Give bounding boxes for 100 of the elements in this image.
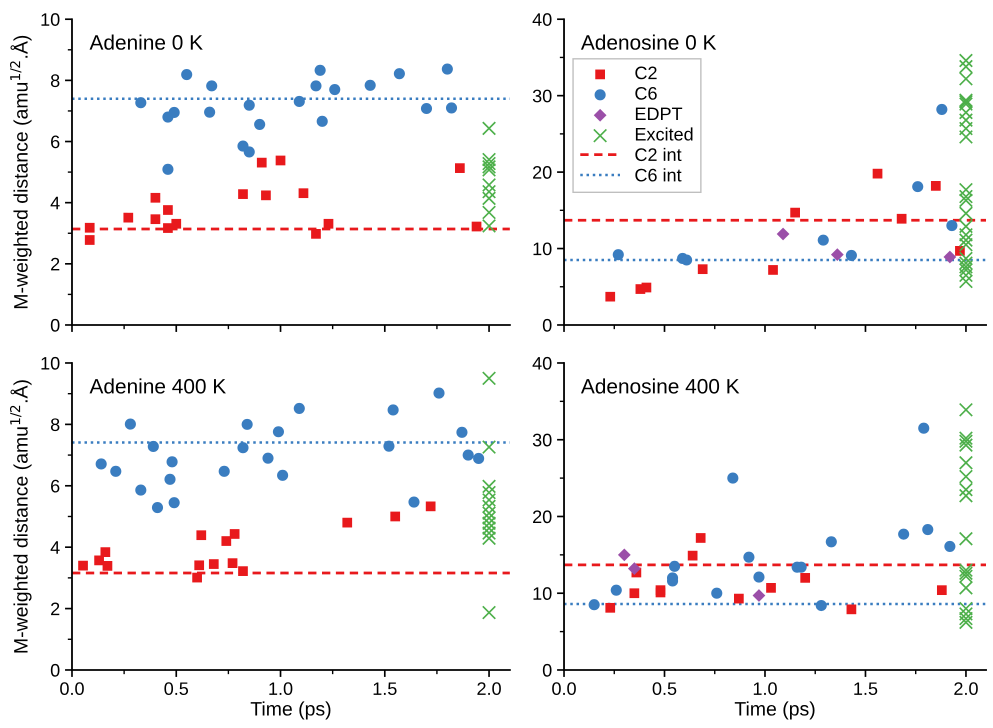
y-tick-label: 2 xyxy=(51,602,60,616)
point xyxy=(206,80,218,92)
y-tick-label: 10 xyxy=(534,242,552,256)
point xyxy=(605,292,616,302)
y-axis-title: M-weighted distance (amu$^{1/2}$.Å) xyxy=(10,380,32,652)
x-tick-label: 1.5 xyxy=(854,682,878,696)
point xyxy=(958,260,974,274)
point xyxy=(688,550,698,560)
point xyxy=(135,484,146,496)
point xyxy=(958,569,974,584)
point xyxy=(830,248,844,262)
point xyxy=(698,264,708,274)
point xyxy=(78,560,88,570)
point xyxy=(958,434,974,448)
point xyxy=(612,249,624,260)
point xyxy=(936,104,948,115)
y-tick-label: 6 xyxy=(51,480,60,492)
text: Adenosine 400 K xyxy=(580,378,740,394)
point xyxy=(342,518,352,528)
point xyxy=(930,180,941,191)
point xyxy=(96,458,107,470)
y-tick-label: 4 xyxy=(50,541,60,554)
point xyxy=(642,282,652,292)
point xyxy=(826,536,837,548)
point xyxy=(588,599,600,610)
point xyxy=(958,488,974,503)
x-axis-title: Time (ps) xyxy=(250,701,330,720)
point xyxy=(277,470,288,481)
y-tick-label: 2 xyxy=(51,258,60,270)
point xyxy=(311,229,321,239)
point xyxy=(420,102,432,114)
point xyxy=(294,96,305,108)
point xyxy=(958,601,974,616)
point xyxy=(314,64,326,76)
point xyxy=(936,585,947,596)
point xyxy=(168,106,180,118)
y-tick-label: 0 xyxy=(542,318,552,332)
point xyxy=(846,250,857,261)
point xyxy=(958,206,974,220)
point xyxy=(958,130,974,144)
point xyxy=(228,558,238,568)
point xyxy=(958,189,974,204)
point xyxy=(958,219,974,234)
point xyxy=(958,193,974,208)
point xyxy=(958,262,974,278)
point xyxy=(818,234,829,246)
y-tick-label: 20 xyxy=(533,510,552,524)
point xyxy=(254,118,266,130)
y-tick-label: 0 xyxy=(50,664,60,677)
point xyxy=(181,69,192,80)
point xyxy=(958,268,974,282)
point xyxy=(605,602,616,613)
point xyxy=(896,214,907,224)
point xyxy=(734,594,744,604)
point xyxy=(242,418,253,430)
point xyxy=(958,606,974,622)
point xyxy=(727,472,738,484)
point xyxy=(846,604,856,614)
point xyxy=(171,218,182,229)
point xyxy=(238,189,248,199)
point xyxy=(482,506,496,520)
point xyxy=(958,228,974,242)
point xyxy=(244,146,255,158)
point xyxy=(628,562,641,576)
point xyxy=(958,469,974,484)
point xyxy=(408,496,420,508)
point xyxy=(958,60,974,74)
point xyxy=(454,163,465,173)
point xyxy=(944,540,956,552)
x-tick-label: 2.0 xyxy=(477,682,501,696)
point xyxy=(656,585,666,596)
x-axis-title: Time (ps) xyxy=(734,701,815,720)
point xyxy=(482,178,496,192)
y-tick-label: 10 xyxy=(41,356,60,370)
point xyxy=(482,531,496,546)
text: Adenine 0 K xyxy=(90,34,203,50)
y-tick-label: 10 xyxy=(41,13,60,26)
point xyxy=(482,516,496,530)
point xyxy=(150,192,160,203)
point xyxy=(163,205,173,215)
point xyxy=(272,426,284,438)
y-tick-label: 8 xyxy=(50,418,60,432)
point xyxy=(364,80,376,91)
point xyxy=(958,566,974,580)
point xyxy=(152,502,164,514)
point xyxy=(816,600,827,612)
point xyxy=(276,156,286,166)
point xyxy=(426,501,436,512)
point xyxy=(482,371,496,386)
point xyxy=(958,182,974,197)
point xyxy=(482,492,496,507)
point xyxy=(148,440,159,452)
point xyxy=(218,466,230,477)
point xyxy=(383,440,395,452)
point xyxy=(482,121,496,136)
point xyxy=(329,84,340,96)
legend-label: C6 xyxy=(635,86,657,100)
point xyxy=(958,532,974,546)
point xyxy=(204,106,216,118)
point xyxy=(958,563,974,578)
